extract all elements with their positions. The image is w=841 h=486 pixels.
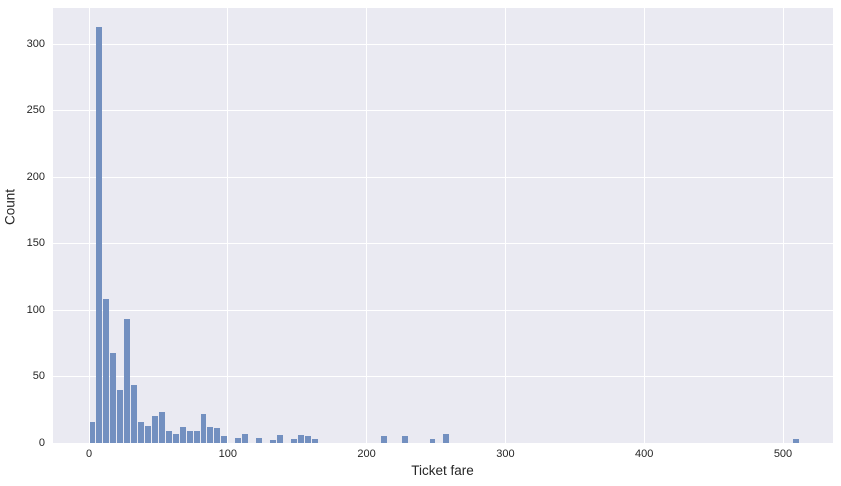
histogram-bar-fare-50 <box>158 412 165 443</box>
histogram-bar-fare-95 <box>221 436 228 443</box>
histogram-bar-fare-40 <box>145 425 151 443</box>
histogram-bar-fare-255 <box>443 433 450 443</box>
histogram-bar-fare-55 <box>165 431 172 443</box>
x-tick-label-400: 400 <box>635 448 654 460</box>
x-tick-label-200: 200 <box>357 448 376 460</box>
x-tick-label-500: 500 <box>773 448 793 460</box>
histogram-bar-fare-105 <box>235 437 242 443</box>
histogram-bar-fare-507 <box>793 439 800 443</box>
histogram-bar-fare-5 <box>96 26 103 443</box>
gridline-x-200 <box>366 8 368 443</box>
histogram-bar-fare-245 <box>429 439 436 443</box>
x-tick-label-0: 0 <box>85 448 93 460</box>
histogram-bar-fare-80 <box>200 413 207 443</box>
y-tick-label-100: 100 <box>26 303 45 316</box>
x-tick-label-100: 100 <box>218 448 237 460</box>
histogram-bar-fare-90 <box>214 428 221 443</box>
gridline-x-500 <box>782 8 784 443</box>
gridline-y-250 <box>53 110 833 112</box>
histogram-bar-fare-85 <box>207 427 214 443</box>
histogram-bar-fare-110 <box>242 433 249 443</box>
histogram-bar-fare-30 <box>131 384 138 443</box>
histogram-bar-fare-25 <box>124 319 131 443</box>
histogram-bar-fare-45 <box>151 416 158 443</box>
histogram-bar-fare-0 <box>89 421 96 443</box>
gridline-y-200 <box>53 176 833 178</box>
histogram-bar-fare-120 <box>256 437 262 443</box>
y-axis-title-text: Count <box>2 188 18 225</box>
histogram-bar-fare-35 <box>138 421 145 443</box>
gridline-y-150 <box>53 243 833 245</box>
gridline-x-400 <box>643 8 645 443</box>
y-tick-label-50: 50 <box>32 370 45 383</box>
gridline-x-100 <box>227 8 229 443</box>
histogram-bar-fare-70 <box>186 431 193 443</box>
y-tick-label-150: 150 <box>26 237 45 250</box>
histogram-bar-fare-130 <box>269 440 276 443</box>
x-axis-title: Ticket fare <box>0 463 841 478</box>
histogram-bar-fare-60 <box>172 433 179 443</box>
histogram-bar-fare-210 <box>380 436 387 443</box>
y-tick-label-200: 200 <box>26 170 45 183</box>
gridline-y-50 <box>53 376 833 378</box>
histogram-bar-fare-20 <box>117 389 124 443</box>
y-tick-label-250: 250 <box>26 104 45 117</box>
gridline-y-100 <box>53 309 833 311</box>
histogram-bar-fare-65 <box>179 427 186 443</box>
y-tick-label-0: 0 <box>38 436 45 449</box>
histogram-bar-fare-10 <box>103 299 110 443</box>
y-axis-title: Count <box>3 189 18 225</box>
gridline-y-300 <box>53 43 833 45</box>
gridline-x-300 <box>504 8 506 443</box>
x-axis-title-text: Ticket fare <box>411 463 474 478</box>
histogram-bar-fare-145 <box>290 439 297 443</box>
gridline-x-0 <box>88 8 90 443</box>
plot-area <box>53 8 833 443</box>
x-tick-label-300: 300 <box>496 448 515 460</box>
histogram-bar-fare-160 <box>311 439 318 443</box>
histogram-bar-fare-15 <box>110 352 117 443</box>
y-tick-label-300: 300 <box>26 37 45 50</box>
histogram-bar-fare-225 <box>401 436 408 443</box>
histogram-bar-fare-75 <box>193 431 200 443</box>
histogram-bar-fare-155 <box>304 436 311 443</box>
histogram-bar-fare-150 <box>297 435 304 443</box>
histogram-bar-fare-135 <box>276 435 283 443</box>
